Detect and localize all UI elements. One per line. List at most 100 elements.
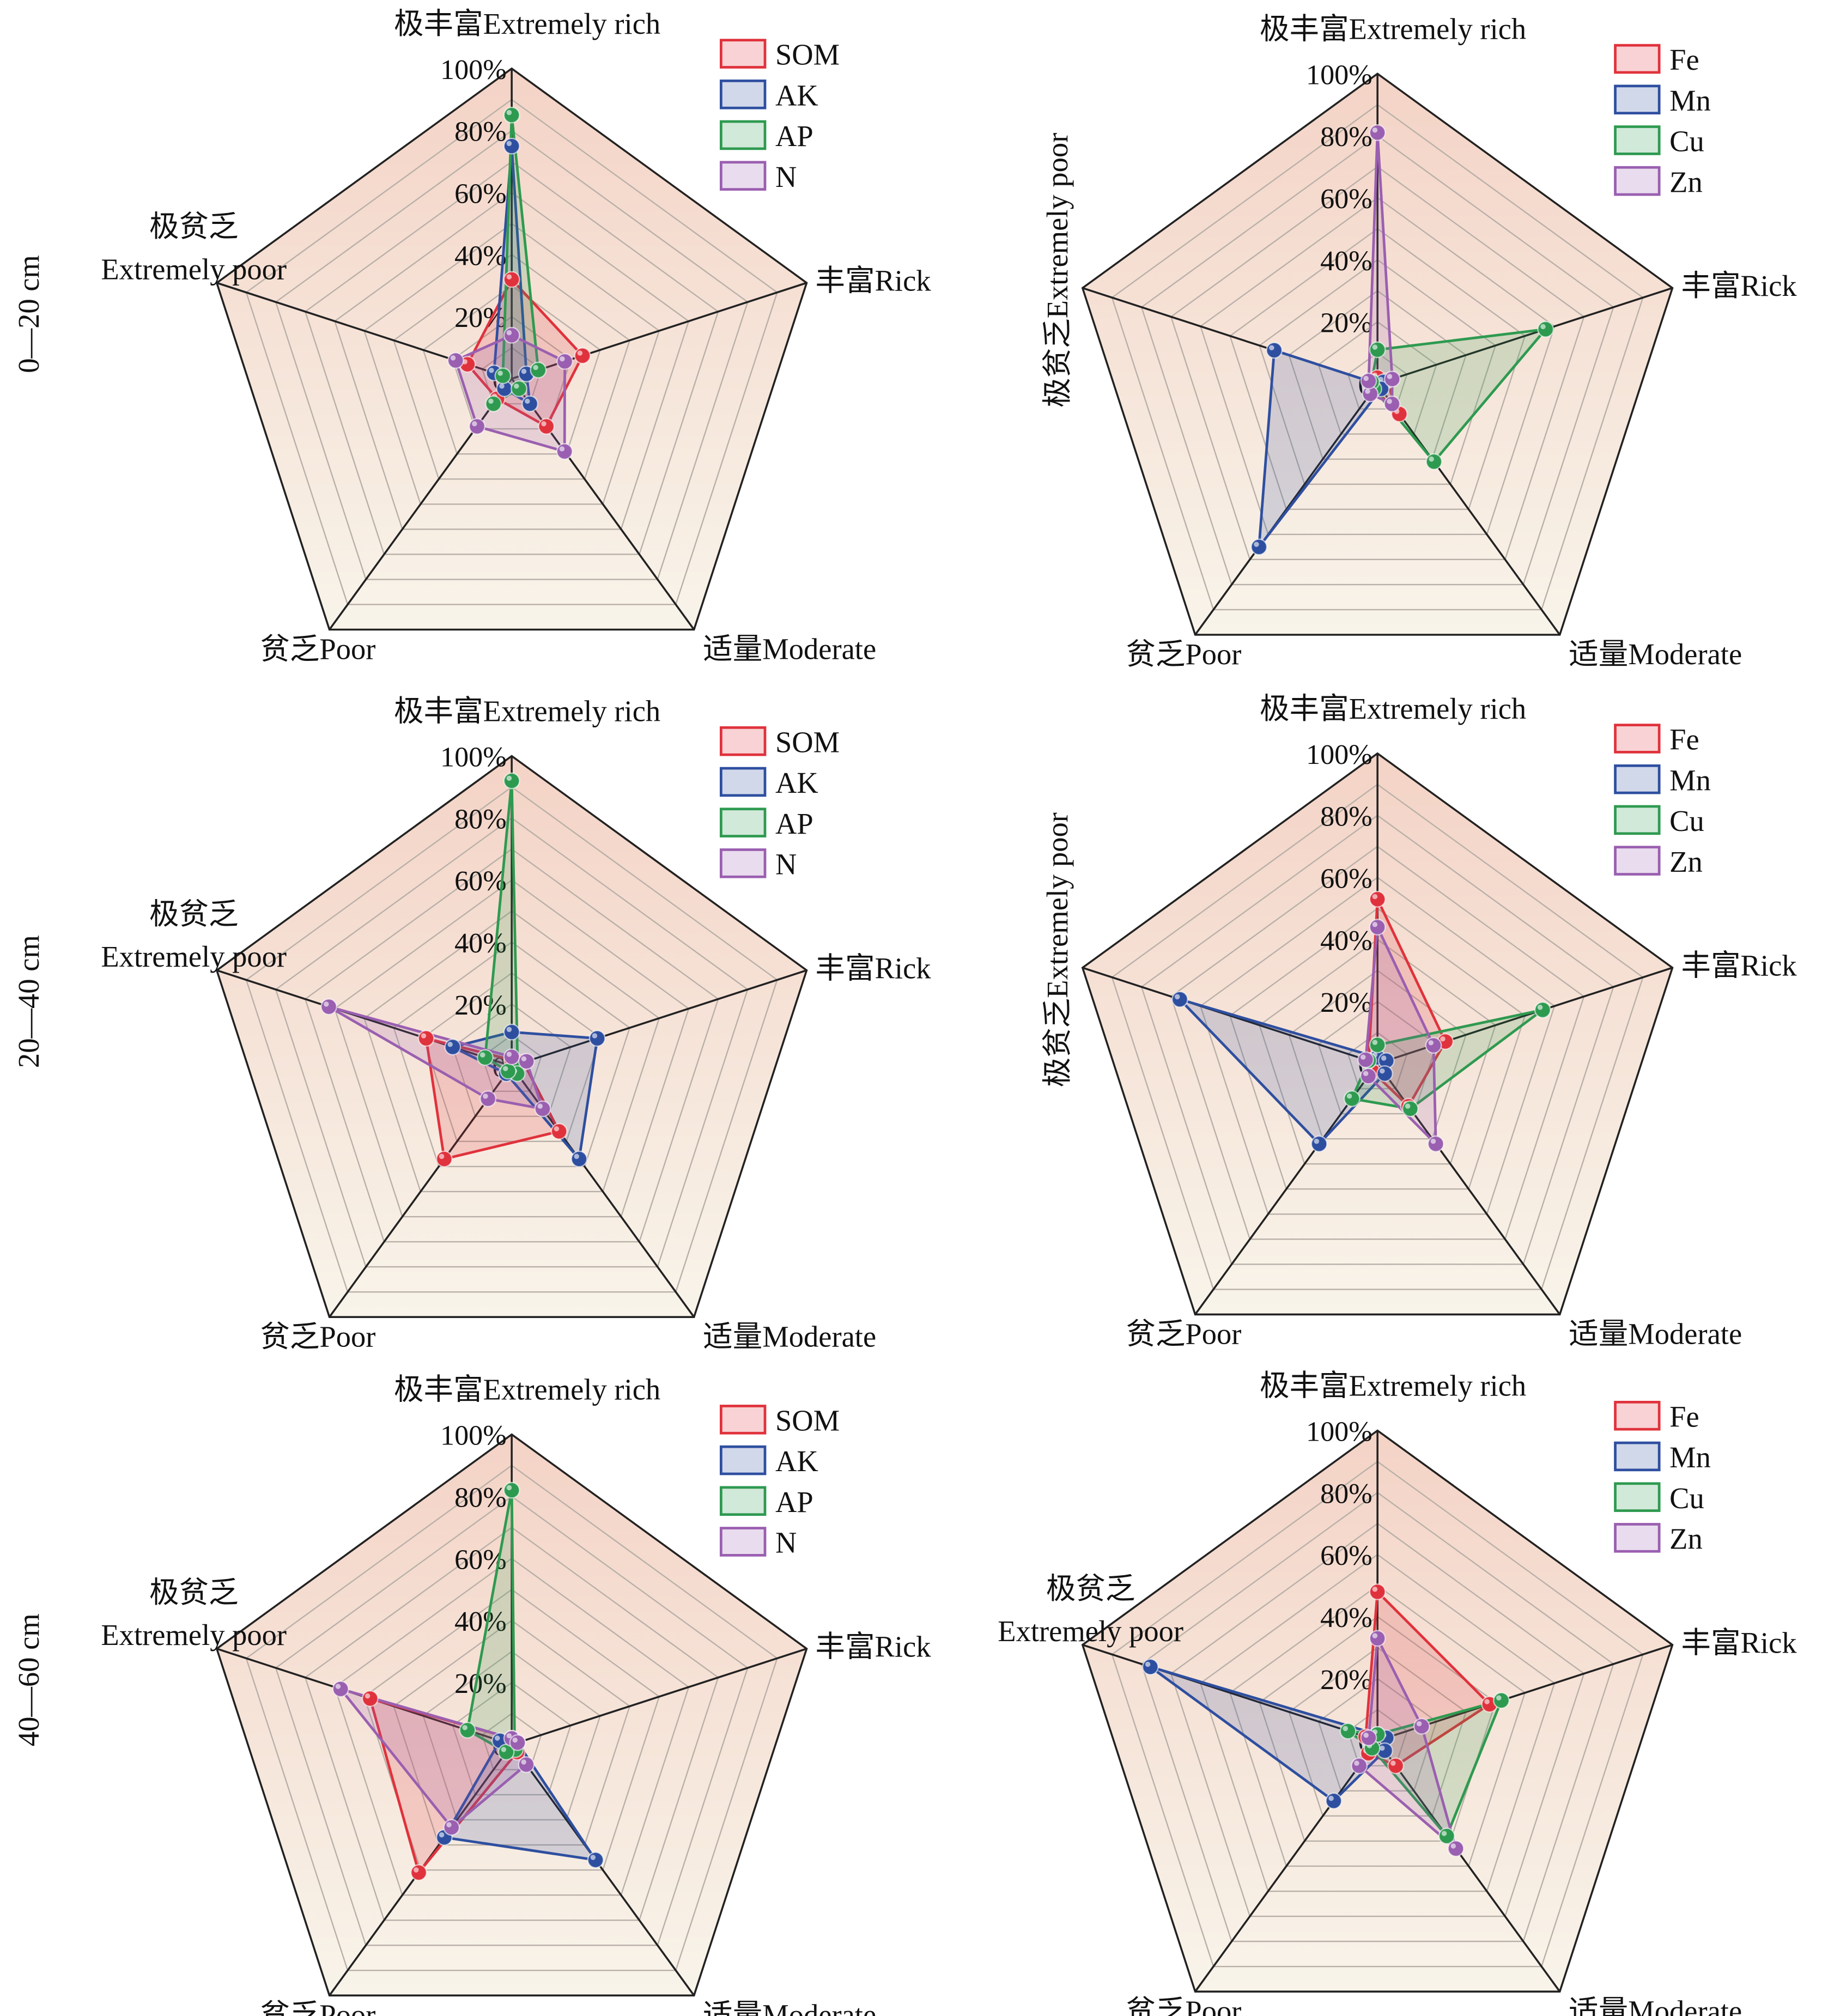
grid-ring: [1140, 1491, 1614, 1942]
data-point-N: [509, 1734, 526, 1751]
legend-label-AK: AK: [775, 1444, 818, 1478]
grid-ring: [275, 817, 749, 1268]
legend-swatch-Fe: [1614, 44, 1661, 74]
data-point-Zn: [1369, 124, 1386, 141]
legend-swatch-N: [719, 161, 767, 191]
point-highlight: [533, 365, 538, 371]
data-point-Cu: [1493, 1692, 1510, 1709]
tick-label: 60%: [1320, 863, 1372, 894]
axis-label-extremely-rich: 极丰富Extremely rich: [1260, 1369, 1526, 1402]
series-area-Zn: [1357, 1634, 1459, 1853]
axis-spoke: [1194, 383, 1378, 636]
axis-label-rich: 丰富Rick: [815, 1630, 931, 1663]
legend-label-Zn: Zn: [1669, 845, 1703, 878]
grid-ring: [1288, 969, 1467, 1140]
data-point-N: [518, 1053, 535, 1070]
grid-ring: [1259, 938, 1497, 1165]
outer-ring: [215, 1433, 808, 1997]
axis-spoke: [511, 969, 807, 1067]
point-highlight: [1440, 1036, 1446, 1042]
grid-ring: [1317, 321, 1437, 435]
data-point-N: [503, 326, 520, 344]
data-point-Zn: [1360, 1067, 1377, 1085]
tick-label: 60%: [1320, 184, 1372, 215]
grid-ring: [304, 1526, 719, 1921]
axis-label-moderate: 适量Moderate: [703, 1320, 876, 1353]
grid-ring: [363, 222, 660, 505]
point-highlight: [1372, 344, 1378, 350]
axis-label-rich: 丰富Rick: [1681, 1626, 1797, 1659]
grid-ring: [1317, 1000, 1437, 1115]
axis-label-rich: 丰富Rick: [815, 951, 931, 985]
data-point-Cu: [1537, 320, 1554, 338]
data-point-Mn: [1250, 538, 1268, 556]
point-highlight: [1387, 398, 1392, 404]
data-point-N: [518, 1756, 535, 1774]
legend-label-Fe: Fe: [1669, 1400, 1699, 1433]
grid-ring: [1199, 876, 1556, 1215]
legend-label-AP: AP: [775, 807, 813, 840]
data-point-AK: [503, 137, 520, 155]
axis-label-extremely-poor-zh: 极贫乏: [149, 1576, 239, 1609]
point-highlight: [1380, 1745, 1385, 1751]
tick-label: 20%: [1320, 308, 1372, 339]
point-highlight: [447, 1042, 453, 1047]
point-highlight: [1372, 1040, 1378, 1045]
legend-label-AK: AK: [775, 766, 818, 799]
point-highlight: [506, 775, 512, 781]
data-point-AP: [503, 106, 520, 124]
point-highlight: [506, 1027, 512, 1033]
legend-swatch-AK: [719, 1445, 767, 1475]
axis-spoke: [1082, 1644, 1378, 1742]
grid-ring: [275, 1496, 749, 1946]
axis-spoke: [216, 969, 512, 1067]
legend-swatch-Cu: [1614, 125, 1661, 155]
data-point-AP: [500, 1062, 517, 1080]
legend-swatch-Fe: [1614, 724, 1661, 754]
grid-ring: [452, 1003, 572, 1118]
tick-label: 20%: [454, 1668, 507, 1699]
tick-label: 80%: [454, 1482, 507, 1513]
data-point-SOM: [417, 1030, 435, 1047]
point-highlight: [592, 1033, 598, 1039]
axis-label-moderate: 适量Moderate: [1569, 637, 1742, 671]
legend-swatch-Mn: [1614, 1441, 1661, 1472]
axis-label-extremely-poor-zh: 极贫乏: [149, 897, 239, 931]
axis-label-extremely-rich: 极丰富Extremely rich: [394, 1373, 660, 1406]
point-highlight: [446, 1822, 452, 1827]
data-point-Zn: [1360, 372, 1377, 390]
axis-label-poor: 贫乏Poor: [260, 633, 375, 666]
point-highlight: [1372, 894, 1378, 900]
grid-ring: [1317, 1678, 1437, 1792]
point-highlight: [1372, 1633, 1378, 1638]
outer-ring: [215, 67, 808, 631]
point-highlight: [506, 330, 512, 336]
data-point-Zn: [1425, 1037, 1442, 1054]
point-highlight: [554, 1126, 560, 1132]
tick-label: 20%: [454, 990, 507, 1021]
data-point-Zn: [1369, 919, 1386, 936]
outer-ring: [215, 755, 808, 1318]
series-Zn: [1367, 132, 1394, 406]
radar-panel-5: 020%40%60%80%100%极丰富Extremely rich丰富Rick…: [101, 1373, 931, 2016]
point-highlight: [1361, 1054, 1366, 1060]
legend-swatch-SOM: [719, 39, 767, 69]
data-point-SOM: [361, 1690, 379, 1707]
series-Zn: [1357, 1634, 1459, 1853]
axis-spoke: [1082, 967, 1378, 1065]
point-highlight: [506, 1052, 512, 1057]
point-highlight: [1363, 1071, 1369, 1077]
point-highlight: [1380, 1068, 1385, 1074]
grid-ring: [245, 1465, 778, 1971]
point-highlight: [499, 383, 505, 389]
tick-label: 40%: [1320, 1602, 1372, 1634]
data-point-N: [556, 353, 574, 370]
legend-label-Mn: Mn: [1669, 763, 1711, 797]
axis-spoke: [1194, 1740, 1378, 1993]
legend-label-SOM: SOM: [775, 38, 840, 71]
grid-ring: [1170, 1522, 1585, 1917]
tick-label: 100%: [1306, 1416, 1372, 1447]
point-highlight: [521, 1759, 526, 1765]
data-point-N: [320, 998, 337, 1016]
legend-swatch-SOM: [719, 1405, 767, 1435]
